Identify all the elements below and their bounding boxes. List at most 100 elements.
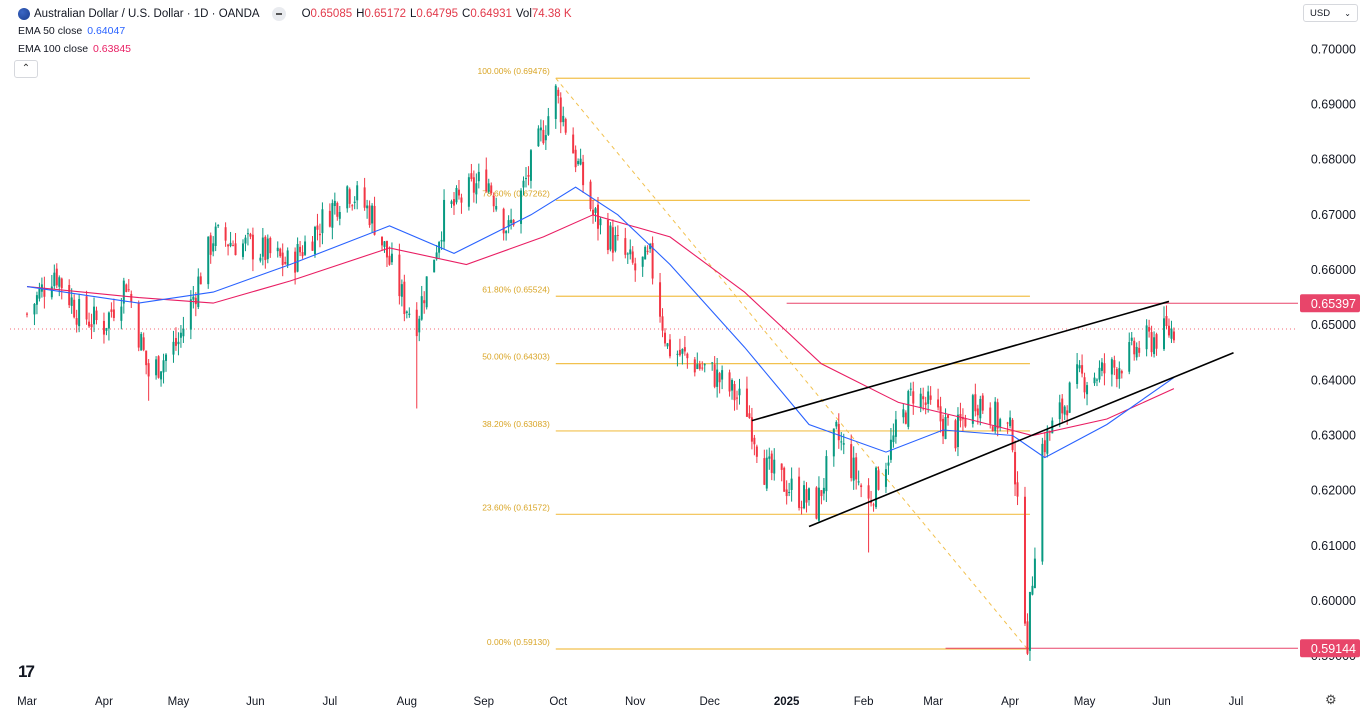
candle-body [696, 364, 699, 370]
price-tick-label: 0.69000 [1311, 97, 1356, 111]
candle-body [85, 296, 88, 320]
candle-body [95, 310, 98, 321]
price-badge-label: 0.59144 [1311, 642, 1356, 656]
candle-body [520, 190, 523, 224]
candle-body [686, 353, 689, 359]
candle-body [311, 241, 314, 251]
candle-body [867, 485, 870, 499]
candle-body [1170, 328, 1173, 339]
candle-body [979, 398, 982, 419]
candle-body [887, 462, 890, 466]
candle-body [770, 453, 773, 473]
candle-body [954, 420, 957, 449]
candle-body [947, 415, 950, 418]
candle-body [179, 332, 182, 338]
ohlc-key: C [462, 8, 471, 20]
candle-body [611, 227, 614, 253]
candle-body [832, 428, 835, 457]
candle-body [577, 161, 580, 165]
candle-body [981, 395, 984, 411]
candle-body [750, 417, 753, 442]
candle-body [68, 284, 71, 306]
candle-body [1163, 318, 1166, 350]
candle-body [157, 356, 160, 378]
price-badge [1300, 639, 1360, 658]
candle-body [182, 328, 185, 337]
fib-trend-line [555, 77, 1028, 650]
candle-body [58, 277, 61, 287]
collapse-legend-button[interactable]: ⌃ [14, 60, 38, 78]
candle-body [388, 255, 391, 265]
time-tick-label: Dec [699, 696, 720, 708]
symbol-title[interactable]: Australian Dollar / U.S. Dollar · 1D · O… [34, 8, 260, 20]
candle-body [420, 296, 423, 320]
candle-body [626, 253, 629, 255]
ohlc-key: L [410, 8, 417, 20]
price-tick-label: 0.65000 [1311, 318, 1356, 332]
candle-body [924, 402, 927, 405]
ema100-label: EMA 100 close [18, 43, 89, 55]
candle-body [281, 252, 284, 265]
price-tick-label: 0.61000 [1311, 539, 1356, 553]
candle-body [214, 226, 217, 246]
candle-body [937, 399, 940, 408]
fib-level-label: 0.00% (0.59130) [487, 637, 550, 647]
candle-body [894, 419, 897, 437]
candle-body [644, 246, 647, 260]
candle-body [286, 250, 289, 266]
candle-body [189, 299, 192, 330]
candle-body [172, 341, 175, 355]
candle-body [1066, 410, 1069, 416]
candle-body [537, 128, 540, 147]
candle-body [142, 337, 145, 350]
time-tick-label: 2025 [774, 696, 800, 708]
ema50-legend[interactable]: EMA 50 close 0.64047 [18, 25, 125, 37]
trendlines [751, 300, 1234, 528]
candle-body [73, 299, 76, 318]
candle-body [33, 303, 36, 315]
candle-body [780, 463, 783, 470]
price-tick-label: 0.60000 [1311, 594, 1356, 608]
candle-body [209, 235, 212, 255]
minimize-icon[interactable] [271, 7, 286, 21]
candle-body [60, 278, 63, 289]
candle-body [363, 187, 366, 208]
candle-body [246, 233, 249, 235]
currency-select[interactable]: USD ⌄ [1303, 4, 1358, 22]
price-tick-label: 0.68000 [1311, 153, 1356, 167]
candle-body [599, 218, 602, 226]
candle-body [683, 347, 686, 352]
candle-body [318, 233, 321, 236]
candle-body [939, 406, 942, 422]
candle-body [70, 297, 73, 306]
candle-body [904, 412, 907, 424]
candle-body [731, 380, 734, 391]
fib-level-label: 61.80% (0.65524) [482, 284, 550, 294]
candle-body [574, 149, 577, 168]
time-tick-label: Jun [1152, 696, 1171, 708]
candle-body [547, 116, 550, 135]
candle-body [366, 205, 369, 209]
candle-body [701, 367, 704, 369]
candle-body [664, 332, 667, 344]
candle-body [130, 293, 133, 303]
candle-body [390, 253, 393, 263]
candle-body [666, 343, 669, 347]
candle-body [356, 185, 359, 201]
candle-body [808, 488, 811, 501]
ema100-legend[interactable]: EMA 100 close 0.63845 [18, 43, 131, 55]
candle-body [522, 180, 525, 188]
candle-body [440, 239, 443, 242]
candle-body [631, 251, 634, 263]
candle-body [1061, 398, 1064, 414]
aud-usd-flag-icon [18, 8, 30, 20]
time-tick-label: Mar [17, 696, 37, 708]
candle-body [125, 284, 128, 293]
candle-body [140, 333, 143, 351]
symbol-header: Australian Dollar / U.S. Dollar · 1D · O… [18, 6, 572, 22]
candle-body [455, 187, 458, 203]
gear-icon[interactable]: ⚙ [1325, 692, 1337, 707]
candle-body [1028, 591, 1031, 651]
candle-body [1076, 364, 1079, 385]
